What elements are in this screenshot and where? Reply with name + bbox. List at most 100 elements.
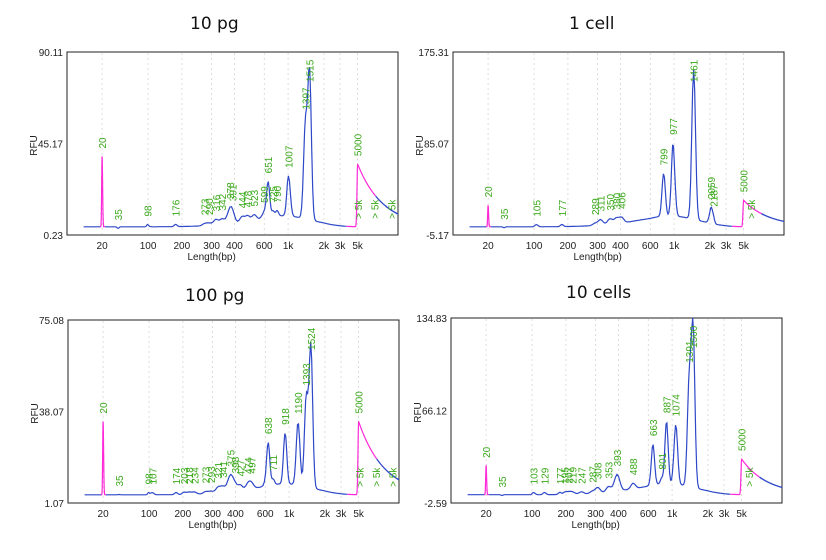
panel-title-10cells: 10 cells [566,283,632,303]
plot-frame [67,319,400,504]
x-tick-label: 2k [320,509,332,520]
peak-label: 478 [244,190,255,207]
y-axis-label: RFU [415,135,426,156]
peak-label: 474 [244,457,255,474]
electropherogram-2: 20 100 200 300 400 600 1k 2k 3k 5k Length(bp) 1.07 3… [30,316,400,531]
peak-label: 523 [250,189,261,206]
peak-label: > 5k [387,199,398,219]
peak-label: 725 [269,186,280,203]
peak-label: 293 [207,466,218,483]
peak-label: 20 [99,402,110,414]
x-tick-label: 400 [610,509,627,520]
peak-label: 638 [264,417,275,434]
peak-label: 398 [231,456,242,473]
peak-label: 35 [114,209,125,221]
x-tick-label: 300 [587,509,604,520]
trace-post-marker [376,458,400,481]
peak-label: 342 [218,193,229,210]
y-tick-label: 45.17 [38,140,63,151]
x-tick-label: 300 [589,241,606,252]
y-tick-label: 0.23 [44,231,64,242]
peak-label: 20 [482,446,493,458]
x-tick-label: 2k [705,241,717,252]
plot-frame [66,51,399,236]
peak-label: 1391 [685,340,696,363]
sample-trace [488,317,731,497]
x-tick-label: 1k [669,241,681,252]
x-tick-label: 20 [97,241,109,252]
peak-label: > 5k [745,467,756,487]
peak-label: 444 [238,191,249,208]
peak-label: 273 [202,466,213,483]
sample-trace [490,69,733,229]
x-tick-label: 100 [526,241,543,252]
peak-label: 207 [564,466,575,483]
peak-label: 375 [226,449,237,466]
y-tick-label: 75.08 [39,316,64,327]
x-tick-label: 200 [560,241,577,252]
x-tick-label: 20 [98,509,110,520]
x-tick-label: 1k [667,509,679,520]
peak-label: 1461 [690,59,701,82]
peak-label: 406 [618,192,629,209]
x-tick-label: 300 [203,241,220,252]
peak-label: 1074 [672,394,683,417]
peak-label: 1524 [307,327,318,350]
x-tick-label: 1k [284,509,296,520]
x-tick-label: 20 [481,509,493,520]
x-axis-label: Length(bp) [188,520,236,531]
panel-title-100pg: 100 pg [185,286,245,306]
x-tick-label: 5k [353,509,365,520]
peak-label: 887 [662,396,673,413]
peak-label: 35 [115,475,126,487]
peak-label: 1515 [306,59,317,82]
peak-label: 5000 [355,391,366,414]
peak-label: 663 [649,419,660,436]
plot-frame [452,51,785,236]
sample-trace [104,66,347,229]
peak-label: 311 [596,195,607,211]
lower-marker-peak [485,205,491,228]
electropherogram-3: 20 100 200 300 400 600 1k 2k 3k 5k Length(bp) -2.59… [413,314,783,531]
peak-label: > 5k [354,199,365,219]
peak-label: 353 [605,461,616,478]
peak-label: > 5k [371,199,382,219]
peak-label: > 5k [747,199,758,219]
y-tick-label: 134.83 [416,314,447,325]
x-tick-label: 3k [719,509,731,520]
peak-label: 5000 [354,133,365,156]
x-tick-label: 600 [640,509,657,520]
panel-title-1cell: 1 cell [569,14,615,34]
peak-label: 1190 [294,392,305,414]
peak-label: 1397 [301,87,312,110]
trace-post-marker [375,195,399,215]
sample-trace [105,341,348,496]
peak-label: 350 [606,193,617,210]
x-tick-label: 200 [174,241,191,252]
x-tick-label: 100 [524,509,541,520]
x-tick-label: 600 [642,241,659,252]
x-tick-label: 600 [256,241,273,252]
peak-label: 380 [612,192,623,209]
peak-label: 341 [219,461,230,478]
x-tick-label: 400 [612,241,629,252]
y-tick-label: 175.31 [418,48,449,59]
upper-marker-peak [346,163,377,228]
x-tick-label: 3k [335,241,347,252]
peak-label: 799 [660,148,671,165]
peak-label: 20 [484,186,495,198]
peak-label: 2187 [709,184,720,207]
peak-label: 918 [281,408,292,425]
peak-label: 203 [180,467,191,484]
y-tick-label: 90.11 [39,48,64,59]
peak-label: 801 [658,452,669,469]
peak-label: 497 [247,456,258,473]
panel-title-10pg: 10 pg [190,14,239,34]
peak-label: 177 [556,467,567,484]
peak-label: 378 [226,182,237,199]
x-tick-label: 400 [227,509,244,520]
peak-label: 234 [190,467,201,484]
peak-label: 1393 [302,363,313,386]
